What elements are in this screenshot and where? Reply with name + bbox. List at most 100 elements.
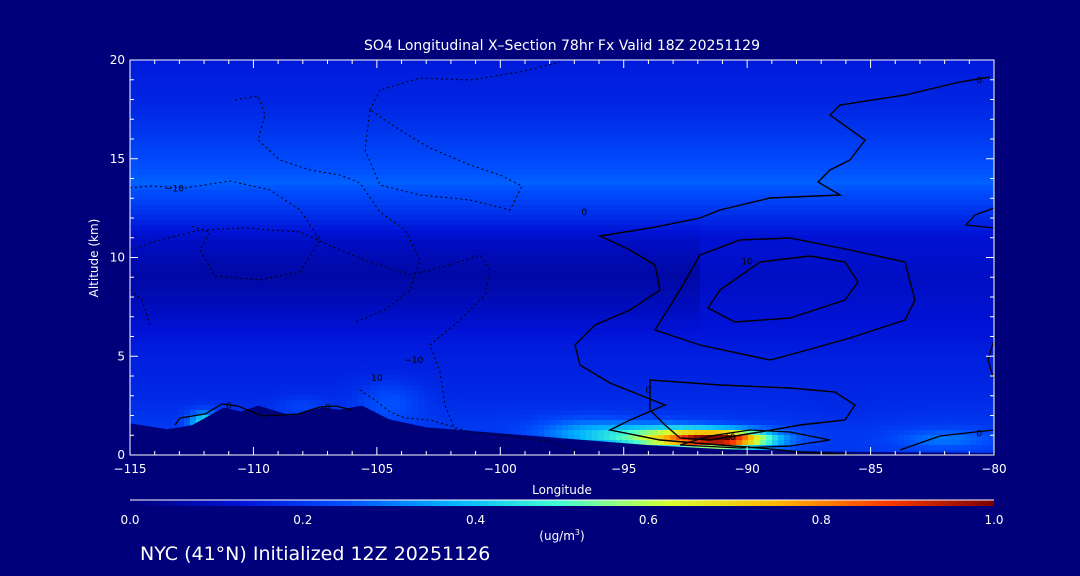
field-cell: [136, 105, 143, 111]
field-cell: [328, 175, 335, 181]
field-cell: [958, 70, 965, 76]
field-cell: [748, 165, 755, 171]
field-cell: [562, 95, 569, 101]
field-cell: [832, 135, 839, 141]
field-cell: [340, 150, 347, 156]
field-cell: [166, 160, 173, 166]
field-cell: [406, 95, 413, 101]
field-cell: [604, 150, 611, 156]
field-cell: [700, 85, 707, 91]
field-cell: [466, 175, 473, 181]
field-cell: [640, 135, 647, 141]
field-cell: [298, 75, 305, 81]
field-cell: [520, 195, 527, 201]
field-cell: [676, 120, 683, 126]
field-cell: [148, 95, 155, 101]
field-cell: [706, 95, 713, 101]
field-cell: [604, 120, 611, 126]
field-cell: [964, 100, 971, 106]
field-cell: [160, 70, 167, 76]
field-cell: [628, 215, 635, 221]
field-cell: [388, 150, 395, 156]
field-cell: [598, 190, 605, 196]
field-cell: [184, 210, 191, 216]
field-cell: [424, 185, 431, 191]
field-cell: [982, 90, 989, 96]
field-cell: [862, 70, 869, 76]
field-cell: [598, 225, 605, 231]
field-cell: [988, 165, 994, 171]
field-cell: [820, 135, 827, 141]
field-cell: [976, 130, 983, 136]
field-cell: [910, 155, 917, 161]
field-cell: [394, 185, 401, 191]
field-cell: [376, 200, 383, 206]
field-cell: [574, 155, 581, 161]
field-cell: [730, 220, 737, 226]
field-cell: [622, 145, 629, 151]
field-cell: [772, 200, 779, 206]
field-cell: [346, 150, 353, 156]
field-cell: [334, 115, 341, 121]
field-cell: [298, 150, 305, 156]
field-cell: [988, 85, 994, 91]
field-cell: [298, 105, 305, 111]
field-cell: [184, 135, 191, 141]
field-cell: [700, 155, 707, 161]
field-cell: [172, 135, 179, 141]
field-cell: [706, 155, 713, 161]
field-cell: [598, 70, 605, 76]
field-cell: [886, 105, 893, 111]
field-cell: [676, 230, 683, 236]
field-cell: [424, 215, 431, 221]
field-cell: [526, 170, 533, 176]
field-cell: [130, 145, 137, 151]
field-cell: [550, 195, 557, 201]
field-cell: [802, 70, 809, 76]
field-cell: [382, 135, 389, 141]
field-cell: [814, 175, 821, 181]
field-cell: [508, 60, 515, 66]
field-cell: [172, 80, 179, 86]
field-cell: [352, 110, 359, 116]
field-cell: [268, 230, 275, 236]
field-cell: [676, 95, 683, 101]
field-cell: [952, 90, 959, 96]
field-cell: [778, 75, 785, 81]
field-cell: [286, 95, 293, 101]
field-cell: [670, 125, 677, 131]
field-cell: [802, 95, 809, 101]
field-cell: [748, 95, 755, 101]
field-cell: [442, 80, 449, 86]
field-cell: [898, 215, 905, 221]
field-cell: [778, 150, 785, 156]
field-cell: [472, 225, 479, 231]
field-cell: [346, 70, 353, 76]
field-cell: [130, 225, 137, 231]
field-cell: [826, 75, 833, 81]
field-cell: [796, 150, 803, 156]
field-cell: [580, 140, 587, 146]
field-cell: [370, 105, 377, 111]
field-cell: [694, 65, 701, 71]
field-cell: [820, 185, 827, 191]
field-cell: [598, 135, 605, 141]
field-cell: [958, 75, 965, 81]
field-cell: [622, 125, 629, 131]
field-cell: [418, 65, 425, 71]
field-cell: [268, 125, 275, 131]
field-cell: [442, 110, 449, 116]
field-cell: [532, 165, 539, 171]
field-cell: [388, 140, 395, 146]
field-cell: [790, 155, 797, 161]
field-cell: [856, 110, 863, 116]
field-cell: [616, 165, 623, 171]
field-cell: [574, 105, 581, 111]
field-cell: [700, 120, 707, 126]
field-cell: [934, 195, 941, 201]
field-cell: [958, 220, 965, 226]
field-cell: [184, 90, 191, 96]
field-cell: [490, 85, 497, 91]
field-cell: [544, 170, 551, 176]
field-cell: [400, 105, 407, 111]
